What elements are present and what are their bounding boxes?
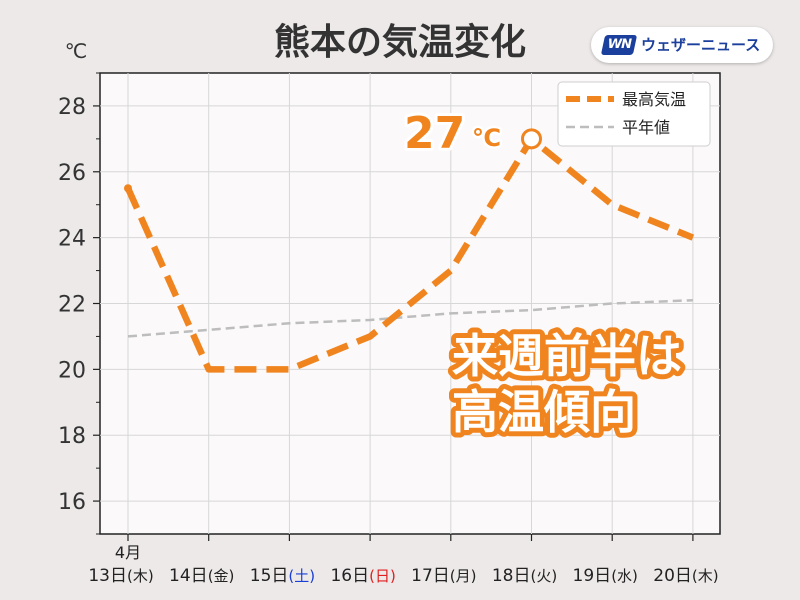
- y-tick-label: 20: [58, 358, 86, 383]
- series: [124, 128, 695, 373]
- x-month-label: 4月: [115, 543, 141, 562]
- x-tick-label: 15日: [250, 566, 289, 586]
- x-weekday-label: (日): [369, 567, 396, 585]
- x-weekday-label: (水): [611, 567, 638, 585]
- peak-annotation: 27 ℃: [401, 105, 504, 162]
- x-weekday-label: (月): [450, 567, 477, 585]
- x-weekday-label: (木): [692, 567, 719, 585]
- weathernews-logo: WN ウェザーニュース: [591, 27, 773, 63]
- x-tick-label: 17日: [411, 566, 450, 586]
- y-tick-label: 26: [58, 161, 86, 186]
- peak-value: 27: [404, 108, 465, 159]
- x-weekday-label: (木): [127, 567, 154, 585]
- weathernews-logo-icon: WN: [600, 35, 638, 55]
- legend-label-max: 最高気温: [622, 90, 686, 109]
- chart-title: 熊本の気温変化: [274, 21, 526, 63]
- x-tick-label: 18日: [492, 566, 531, 586]
- x-weekday-label: (金): [208, 567, 235, 585]
- x-weekday-label: (土): [288, 567, 315, 585]
- weathernews-logo-text: ウェザーニュース: [641, 36, 761, 54]
- series-line-normal: [127, 298, 693, 338]
- y-tick-label: 22: [58, 293, 86, 318]
- x-weekday-label: (火): [531, 567, 558, 585]
- x-tick-label: 20日: [653, 566, 692, 586]
- message-line-1: 来週前半は: [452, 329, 682, 383]
- y-tick-label: 24: [58, 227, 86, 252]
- series-point-peak: [521, 128, 542, 150]
- legend: 最高気温 平年値: [557, 81, 711, 147]
- series-line-max: [125, 135, 695, 373]
- x-tick-label: 13日: [88, 566, 127, 586]
- x-tick-label: 16日: [330, 566, 369, 586]
- message-annotation: 来週前半は 高温傾向: [447, 324, 687, 444]
- y-tick-label: 28: [58, 95, 86, 120]
- x-axis: 13日 (木) 14日 (金) 15日 (土) 16日 (日) 17日 (月) 18日 (火) 19日(…: [88, 534, 719, 586]
- y-axis: 16 18 20 22 24 26 28: [58, 72, 100, 535]
- y-tick-label: 18: [58, 424, 86, 449]
- x-tick-label: 14日: [169, 566, 208, 586]
- series-point-start: [124, 184, 132, 193]
- y-unit-label: ℃: [65, 39, 87, 63]
- x-tick-label: 19日: [573, 566, 612, 586]
- y-tick-label: 16: [58, 490, 86, 515]
- peak-unit: ℃: [472, 124, 501, 152]
- message-line-2: 高温傾向: [452, 385, 636, 439]
- legend-label-normal: 平年値: [622, 118, 670, 137]
